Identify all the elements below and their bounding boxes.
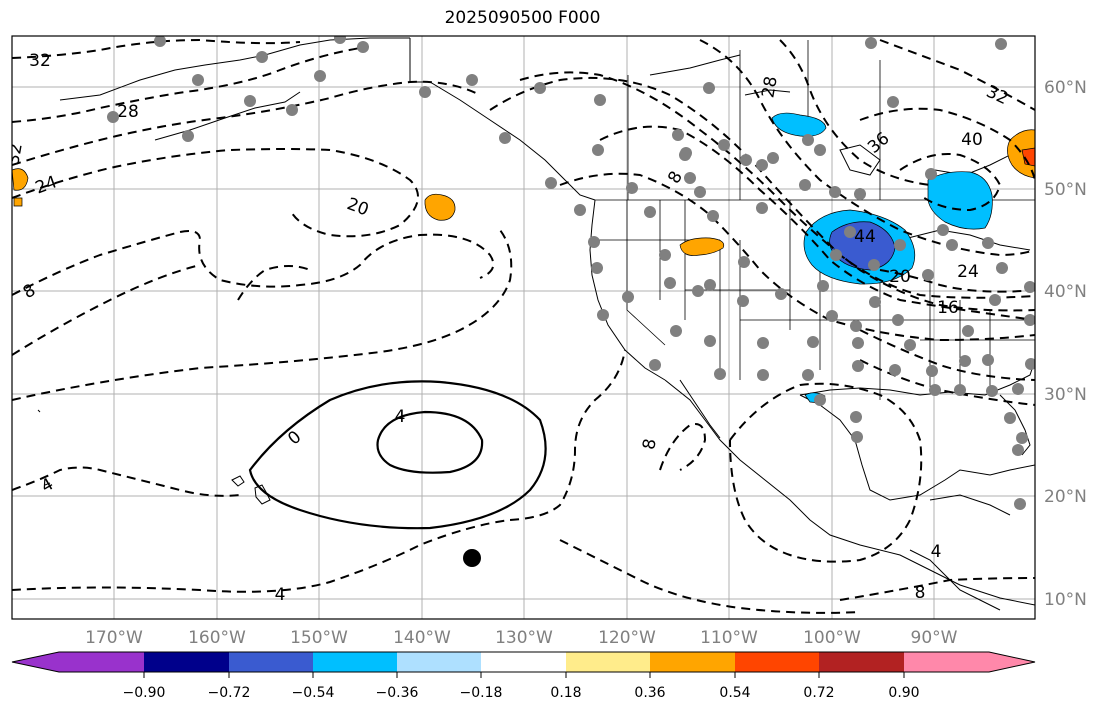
contour-label: 4 <box>931 542 942 562</box>
colorbar-segment <box>904 652 989 672</box>
colorbar-tick-label: −0.90 <box>123 685 166 701</box>
latitude-labels: 60°N 50°N 40°N 30°N 20°N 10°N <box>1044 78 1087 610</box>
contour-label: 4 <box>395 407 406 427</box>
contour-label: 16 <box>937 298 959 318</box>
colorbar-segment <box>144 652 229 672</box>
longitude-label: 150°W <box>290 628 348 648</box>
contour-label: 44 <box>854 227 876 247</box>
colorbar-segment <box>229 652 313 672</box>
longitude-label: 90°W <box>911 628 958 648</box>
positive-anomaly-rockies <box>679 237 725 256</box>
storm-position-marker <box>463 549 481 567</box>
contour-label: 32 <box>29 51 51 71</box>
latitude-label: 40°N <box>1044 282 1087 302</box>
contour-label: 8 <box>915 583 926 603</box>
solid-contours <box>248 380 547 530</box>
colorbar-segment <box>313 652 397 672</box>
longitude-label: 120°W <box>598 628 656 648</box>
dashed-contours <box>12 38 1035 614</box>
colorbar: −0.90 −0.72 −0.54 −0.36 −0.18 0.18 0.36 … <box>11 651 1036 701</box>
latitude-label: 10°N <box>1044 590 1087 610</box>
colorbar-segment <box>819 652 904 672</box>
latitude-label: 30°N <box>1044 385 1087 405</box>
latitude-label: 60°N <box>1044 78 1087 98</box>
colorbar-segment <box>397 652 481 672</box>
colorbar-tick-label: −0.54 <box>292 685 335 701</box>
contour-label: 20 <box>889 267 911 287</box>
positive-anomaly-west-edge <box>12 168 29 191</box>
colorbar-tick-label: 0.90 <box>888 685 919 701</box>
map-border <box>11 35 1036 620</box>
contour-label: 32 <box>3 142 26 167</box>
negative-anomaly-canada <box>771 112 827 137</box>
longitude-label: 130°W <box>495 628 553 648</box>
colorbar-high-extend <box>989 652 1035 672</box>
negative-anomaly-great-lakes <box>927 171 993 230</box>
longitude-label: 160°W <box>188 628 246 648</box>
colorbar-segment <box>59 652 144 672</box>
positive-anomaly-northeast <box>1007 129 1035 179</box>
colorbar-segment <box>481 652 566 672</box>
colorbar-tick-label: 0.72 <box>803 685 834 701</box>
longitude-label: 170°W <box>85 628 143 648</box>
colorbar-tick-label: −0.18 <box>460 685 503 701</box>
colorbar-segment <box>650 652 735 672</box>
colorbar-tick-label: −0.36 <box>376 685 419 701</box>
colorbar-segment <box>566 652 650 672</box>
longitude-labels: 170°W 160°W 150°W 140°W 130°W 120°W 110°… <box>85 628 958 648</box>
station-markers <box>107 36 1035 510</box>
contour-label: 28 <box>758 75 781 100</box>
shaded-anomalies <box>12 112 1035 403</box>
contour-label: 28 <box>117 102 139 122</box>
contour-label: 24 <box>957 262 979 282</box>
contour-label: 8 <box>639 437 661 451</box>
longitude-label: 140°W <box>393 628 451 648</box>
map-title: 2025090500 F000 <box>444 8 601 28</box>
colorbar-low-extend <box>12 652 59 672</box>
latitude-label: 20°N <box>1044 487 1087 507</box>
colorbar-tick-label: 0.18 <box>550 685 581 701</box>
gridlines <box>12 36 1035 619</box>
latitude-label: 50°N <box>1044 180 1087 200</box>
positive-anomaly-pacific <box>424 193 456 221</box>
contour-label: 40 <box>961 130 983 150</box>
colorbar-tick-label: −0.72 <box>208 685 251 701</box>
colorbar-segment <box>735 652 819 672</box>
colorbar-tick-label: 0.36 <box>634 685 665 701</box>
colorbar-tick-label: 0.54 <box>719 685 750 701</box>
longitude-label: 100°W <box>803 628 861 648</box>
longitude-label: 110°W <box>700 628 758 648</box>
contour-label: 4 <box>275 585 286 605</box>
